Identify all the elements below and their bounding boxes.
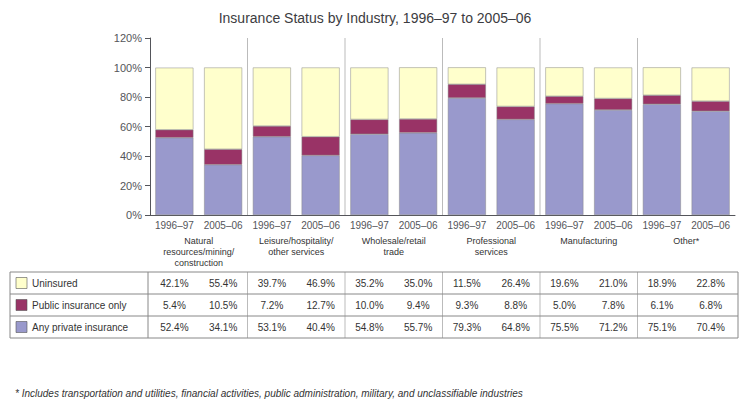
svg-text:42.1%: 42.1% [160, 278, 188, 289]
svg-text:construction: construction [174, 258, 223, 268]
svg-text:39.7%: 39.7% [258, 278, 286, 289]
svg-text:22.8%: 22.8% [696, 278, 724, 289]
svg-text:100%: 100% [114, 62, 142, 74]
svg-text:64.8%: 64.8% [501, 322, 529, 333]
svg-text:7.8%: 7.8% [602, 300, 625, 311]
svg-text:2005–06: 2005–06 [301, 220, 340, 231]
svg-text:Other*: Other* [673, 236, 700, 246]
svg-text:Public insurance only: Public insurance only [32, 300, 127, 311]
svg-text:other services: other services [268, 247, 325, 257]
svg-text:1996–97: 1996–97 [252, 220, 291, 231]
svg-text:resources/mining/: resources/mining/ [163, 247, 235, 257]
svg-text:10.0%: 10.0% [355, 300, 383, 311]
svg-text:2005–06: 2005–06 [594, 220, 633, 231]
svg-text:Wholesale/retail: Wholesale/retail [362, 236, 426, 246]
svg-text:Manufacturing: Manufacturing [560, 236, 617, 246]
svg-text:75.1%: 75.1% [648, 322, 676, 333]
svg-text:10.5%: 10.5% [209, 300, 237, 311]
svg-text:2005–06: 2005–06 [204, 220, 243, 231]
svg-text:Leisure/hospitality/: Leisure/hospitality/ [259, 236, 334, 246]
svg-text:0%: 0% [126, 209, 142, 221]
svg-text:1996–97: 1996–97 [155, 220, 194, 231]
svg-text:70.4%: 70.4% [696, 322, 724, 333]
svg-text:7.2%: 7.2% [260, 300, 283, 311]
svg-text:18.9%: 18.9% [648, 278, 676, 289]
svg-text:2005–06: 2005–06 [399, 220, 438, 231]
svg-text:1996–97: 1996–97 [447, 220, 486, 231]
svg-text:8.8%: 8.8% [504, 300, 527, 311]
svg-text:35.0%: 35.0% [404, 278, 432, 289]
svg-text:54.8%: 54.8% [355, 322, 383, 333]
svg-text:trade: trade [383, 247, 404, 257]
svg-text:35.2%: 35.2% [355, 278, 383, 289]
svg-text:2005–06: 2005–06 [496, 220, 535, 231]
svg-text:52.4%: 52.4% [160, 322, 188, 333]
svg-text:120%: 120% [114, 32, 142, 44]
svg-text:services: services [475, 247, 509, 257]
svg-text:6.1%: 6.1% [650, 300, 673, 311]
svg-text:Uninsured: Uninsured [32, 278, 78, 289]
svg-text:71.2%: 71.2% [599, 322, 627, 333]
svg-text:40.4%: 40.4% [306, 322, 334, 333]
svg-text:5.0%: 5.0% [553, 300, 576, 311]
svg-text:12.7%: 12.7% [306, 300, 334, 311]
svg-text:19.6%: 19.6% [550, 278, 578, 289]
svg-text:80%: 80% [120, 91, 142, 103]
svg-text:46.9%: 46.9% [306, 278, 334, 289]
svg-text:2005–06: 2005–06 [691, 220, 730, 231]
svg-text:* Includes transportation and: * Includes transportation and utilities,… [15, 388, 523, 399]
svg-text:1996–97: 1996–97 [350, 220, 389, 231]
svg-text:11.5%: 11.5% [453, 278, 481, 289]
svg-text:34.1%: 34.1% [209, 322, 237, 333]
svg-text:26.4%: 26.4% [501, 278, 529, 289]
svg-text:21.0%: 21.0% [599, 278, 627, 289]
svg-text:1996–97: 1996–97 [545, 220, 584, 231]
svg-text:9.4%: 9.4% [407, 300, 430, 311]
svg-text:40%: 40% [120, 150, 142, 162]
svg-text:1996–97: 1996–97 [642, 220, 681, 231]
svg-text:60%: 60% [120, 121, 142, 133]
svg-text:Professional: Professional [466, 236, 516, 246]
svg-text:Any private insurance: Any private insurance [32, 322, 129, 333]
svg-text:55.4%: 55.4% [209, 278, 237, 289]
svg-text:Insurance Status by Industry,: Insurance Status by Industry, 1996–97 to… [219, 10, 532, 26]
svg-text:53.1%: 53.1% [258, 322, 286, 333]
svg-text:75.5%: 75.5% [550, 322, 578, 333]
svg-text:9.3%: 9.3% [455, 300, 478, 311]
svg-text:20%: 20% [120, 180, 142, 192]
svg-text:55.7%: 55.7% [404, 322, 432, 333]
svg-text:Natural: Natural [184, 236, 213, 246]
svg-text:6.8%: 6.8% [699, 300, 722, 311]
svg-text:5.4%: 5.4% [163, 300, 186, 311]
svg-text:79.3%: 79.3% [453, 322, 481, 333]
